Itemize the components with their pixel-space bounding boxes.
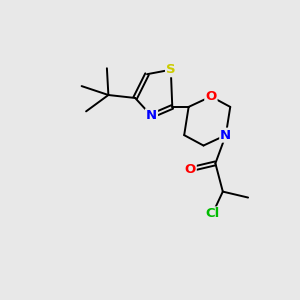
Text: N: N [146, 109, 157, 122]
Text: O: O [205, 90, 217, 103]
Text: N: N [220, 129, 231, 142]
Text: Cl: Cl [205, 207, 220, 220]
Text: O: O [184, 163, 196, 176]
Text: S: S [166, 63, 175, 76]
